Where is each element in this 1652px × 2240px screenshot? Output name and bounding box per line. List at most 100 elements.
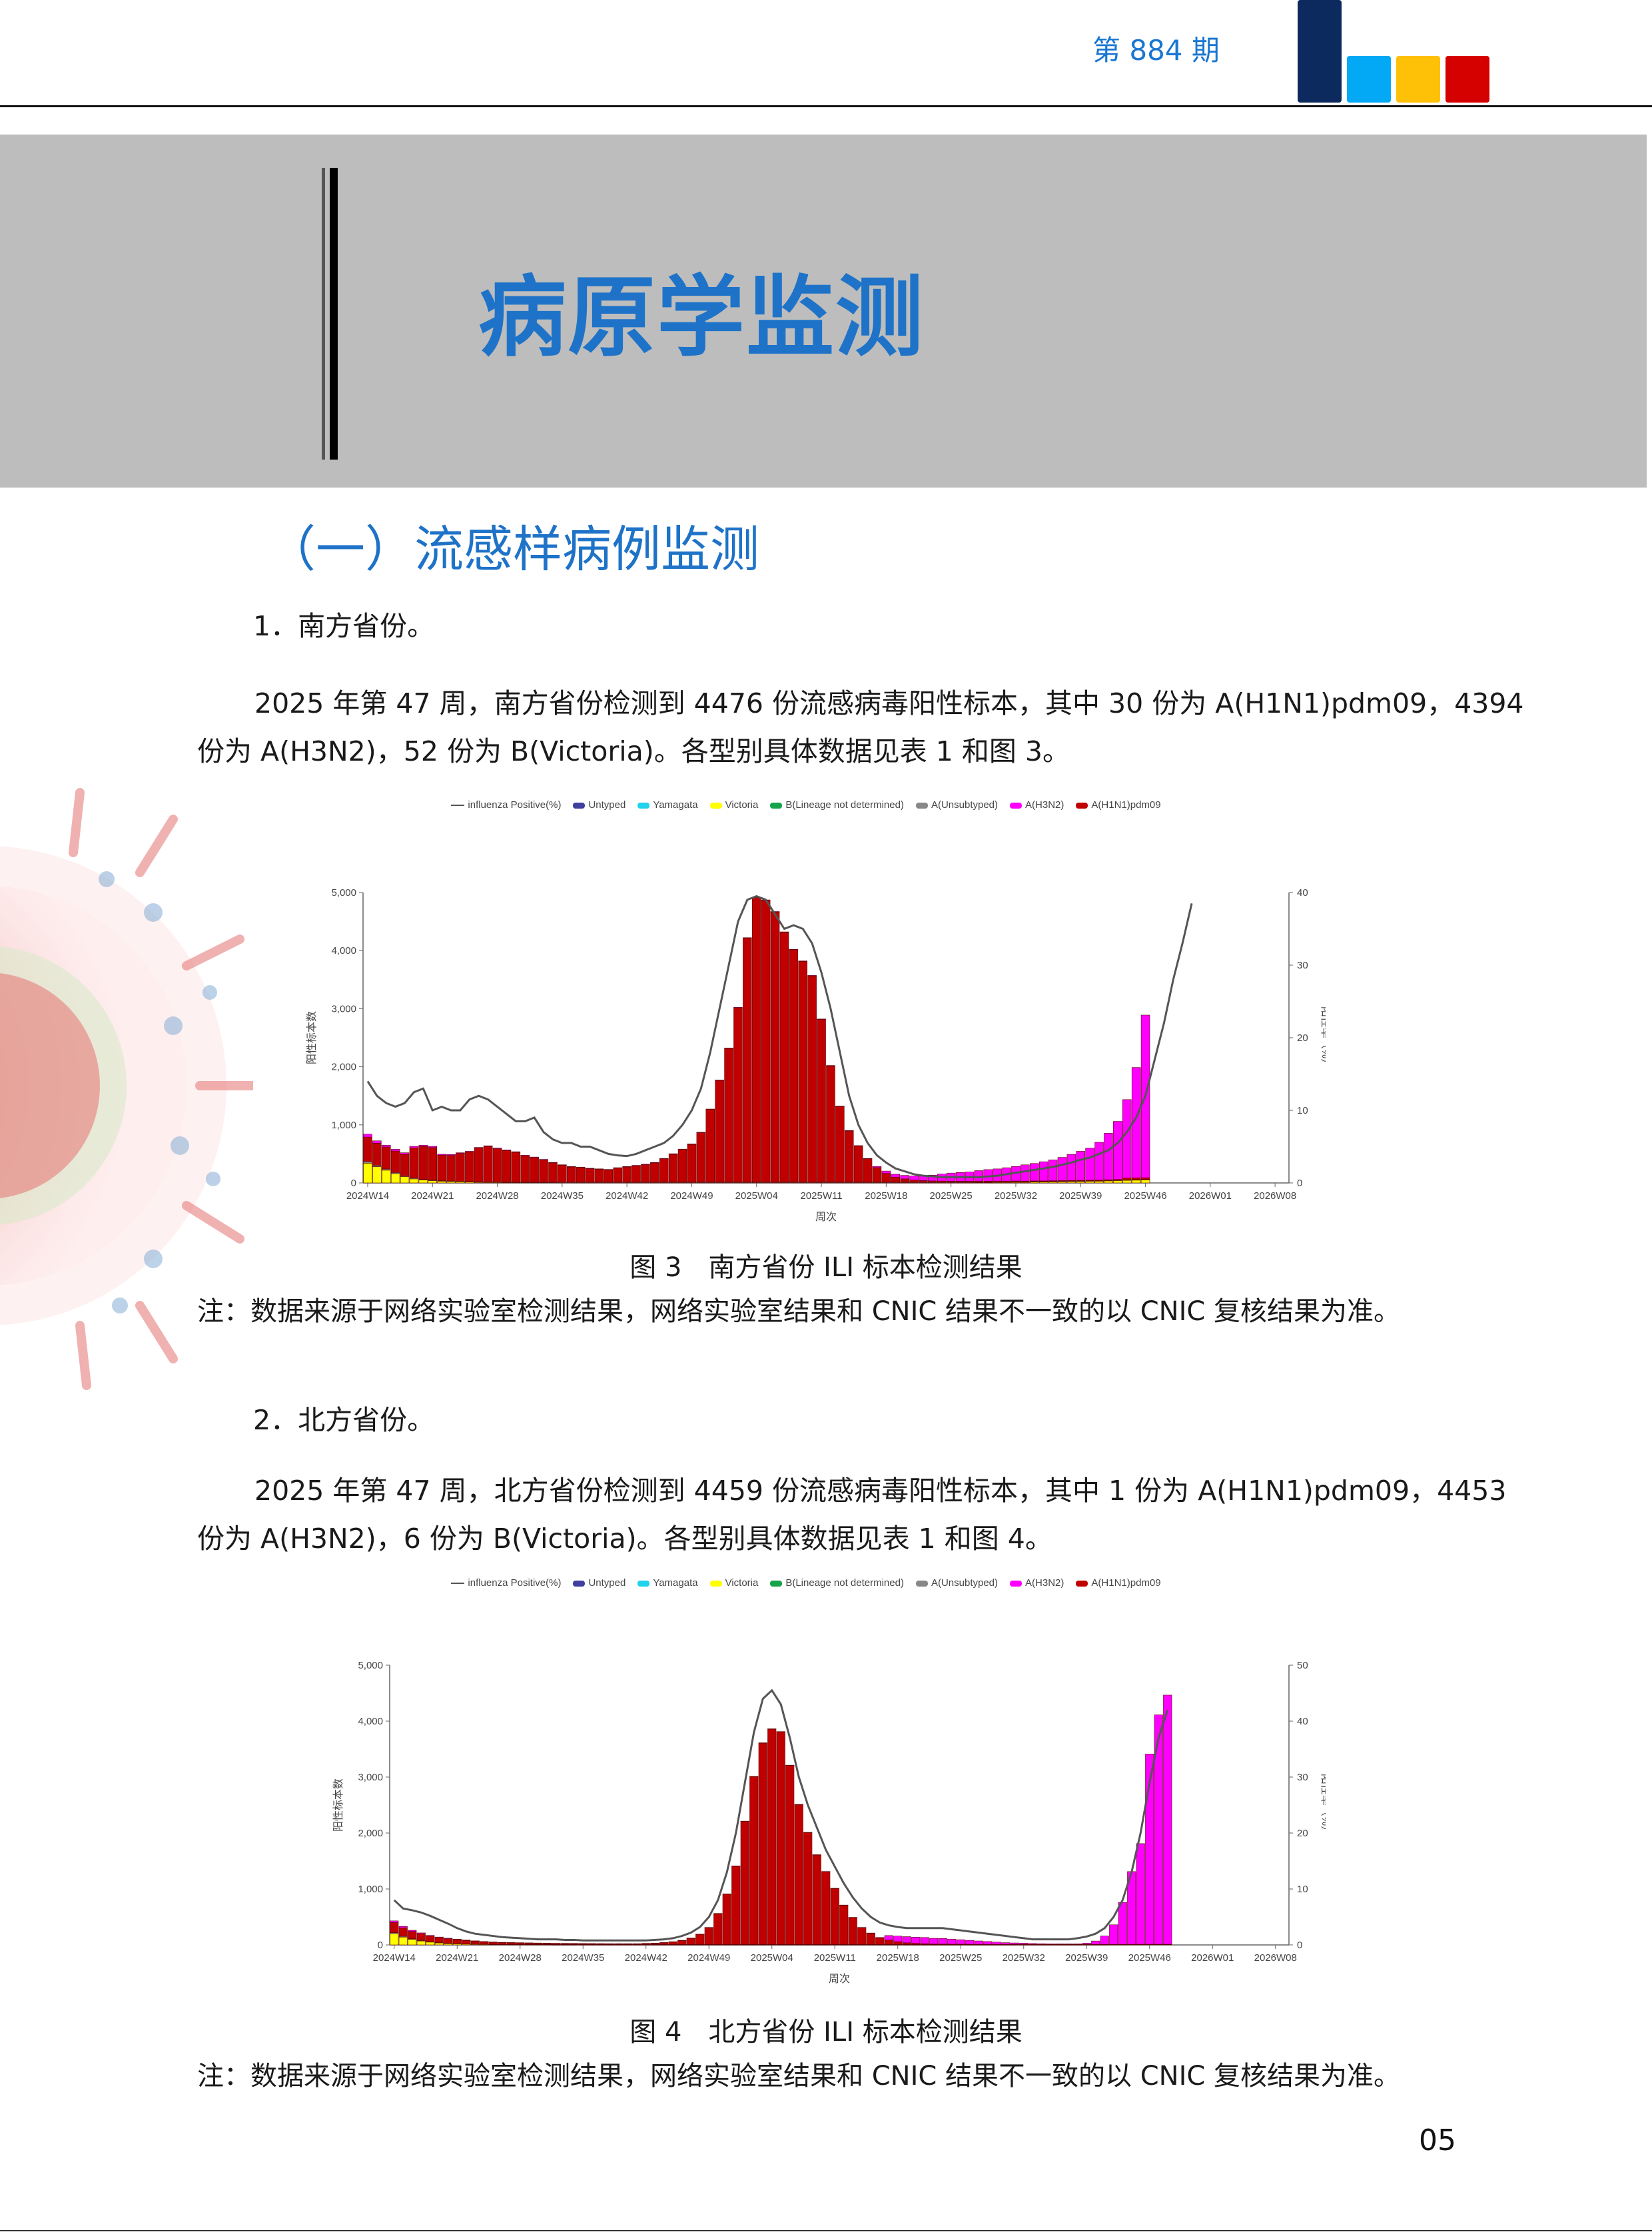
bar-segment (542, 1943, 552, 1944)
bar-segment (751, 897, 761, 1182)
legend-marker (709, 1580, 722, 1587)
y-axis-label: 阳性标本数 (332, 1778, 344, 1832)
bar-segment (947, 1938, 957, 1945)
legend-item[interactable]: A(H1N1)pdm09 (1076, 799, 1161, 811)
legend-item[interactable]: B(Lineage not determined) (770, 799, 904, 811)
legend-item[interactable]: Yamagata (637, 799, 698, 811)
south-chart-svg: 0 1,000 2,000 3,000 4,000 5,000 0 10 20 30 40 2024W… (306, 887, 1326, 1223)
legend-item[interactable]: Yamagata (637, 1577, 698, 1589)
bar-segment (1122, 1180, 1132, 1184)
y-tick-label: 3,000 (358, 1772, 383, 1783)
bar-segment (919, 1180, 928, 1182)
x-tick-label: 2026W01 (1189, 1190, 1232, 1202)
bar-segment (807, 975, 817, 1182)
logo-yellow-block (1396, 56, 1440, 103)
bar-segment (902, 1942, 911, 1945)
bar-segment (1094, 1181, 1104, 1184)
x-tick-label: 2025W25 (939, 1952, 982, 1964)
bar-segment (770, 911, 780, 1182)
x-tick-label: 2026W08 (1254, 1190, 1296, 1202)
bar-segment (452, 1939, 462, 1940)
legend-item[interactable]: Untyped (573, 1577, 625, 1589)
bar-segment (566, 1166, 576, 1168)
bar-segment (844, 1130, 854, 1182)
bar-segment (779, 931, 789, 933)
y-tick-label: 2,000 (331, 1062, 356, 1073)
bar-segment (835, 1106, 845, 1182)
bar-segment (835, 1106, 845, 1107)
bar-segment (1104, 1180, 1113, 1184)
bar-segment (1094, 1142, 1104, 1180)
bar-segment (465, 1152, 474, 1182)
bar-segment (456, 1152, 465, 1154)
legend-item[interactable]: Victoria (709, 1577, 758, 1589)
bar-segment (830, 1888, 839, 1945)
bar-segment (715, 1080, 724, 1182)
bar-segment (1140, 1180, 1150, 1184)
legend-item[interactable]: influenza Positive(%) (451, 1577, 561, 1589)
y-tick-label: 1,000 (331, 1120, 356, 1131)
bar-segment (844, 1130, 854, 1132)
bar-segment (444, 1938, 453, 1940)
bar-segment (749, 1776, 759, 1945)
bar-segment (390, 1922, 399, 1933)
legend-marker (637, 1580, 650, 1587)
legend-item[interactable]: influenza Positive(%) (451, 799, 561, 811)
legend-item[interactable]: A(Unsubtyped) (915, 799, 998, 811)
bar-segment (462, 1940, 471, 1941)
x-tick-label: 2025W18 (865, 1190, 907, 1202)
bar-segment (446, 1155, 456, 1182)
bar-segment (713, 1913, 723, 1945)
banner-thin-bar (322, 168, 325, 460)
bar-segment (498, 1942, 507, 1943)
x-tick-label: 2025W18 (877, 1952, 919, 1964)
bar-segment (872, 1167, 882, 1182)
bar-segment (1145, 1754, 1154, 1945)
bar-segment (928, 1174, 937, 1182)
legend-item[interactable]: A(H3N2) (1010, 1577, 1064, 1589)
bar-segment (398, 1926, 408, 1928)
bar-segment (400, 1152, 410, 1155)
legend-marker (709, 802, 722, 809)
bar-segment (881, 1173, 891, 1182)
bar-segment (779, 932, 789, 1182)
bar-segment (530, 1156, 539, 1158)
legend-item[interactable]: A(Unsubtyped) (915, 1577, 998, 1589)
bar-segment (524, 1942, 534, 1944)
bar-segment (789, 948, 799, 950)
bar-segment (470, 1941, 480, 1944)
legend-item[interactable]: A(H3N2) (1010, 799, 1064, 811)
y2-tick-label: 20 (1297, 1032, 1308, 1044)
bar-segment (740, 1820, 749, 1822)
issue-number: 第 884 期 (1092, 34, 1220, 67)
y2-tick-label: 30 (1297, 1772, 1308, 1783)
south-paragraph-line-2: 份为 A(H3N2)，52 份为 B(Victoria)。各型别具体数据见表 1… (197, 735, 1070, 767)
bar-segment (776, 1731, 785, 1945)
bar-segment (900, 1175, 909, 1180)
x-tick-label: 2025W46 (1128, 1952, 1171, 1964)
bar-segment (891, 1174, 900, 1178)
bar-segment (437, 1154, 446, 1181)
section-title: （一）流感样病例监测 (266, 521, 759, 578)
legend-item[interactable]: Victoria (709, 799, 758, 811)
x-tick-label: 2024W49 (670, 1190, 713, 1202)
x-tick-label: 2025W32 (995, 1190, 1037, 1202)
bar-segment (830, 1888, 839, 1889)
bar-segment (884, 1940, 893, 1945)
bar-segment (452, 1939, 462, 1944)
bar-segment (696, 1132, 706, 1182)
bar-segment (1136, 1843, 1145, 1945)
bar-segment (1010, 1942, 1019, 1945)
legend-marker (573, 802, 586, 809)
bar-segment (659, 1942, 669, 1944)
bar-segment (1030, 1163, 1039, 1182)
legend-item[interactable]: Untyped (573, 799, 625, 811)
bar-segment (558, 1164, 567, 1166)
bar-segment (408, 1939, 417, 1946)
legend-item[interactable]: A(H1N1)pdm09 (1076, 1577, 1161, 1589)
bar-segment (400, 1176, 410, 1184)
legend-item[interactable]: B(Lineage not determined) (770, 1577, 904, 1589)
bar-segment (902, 1936, 911, 1944)
bar-segment (428, 1147, 438, 1180)
bar-segment (794, 1804, 803, 1945)
